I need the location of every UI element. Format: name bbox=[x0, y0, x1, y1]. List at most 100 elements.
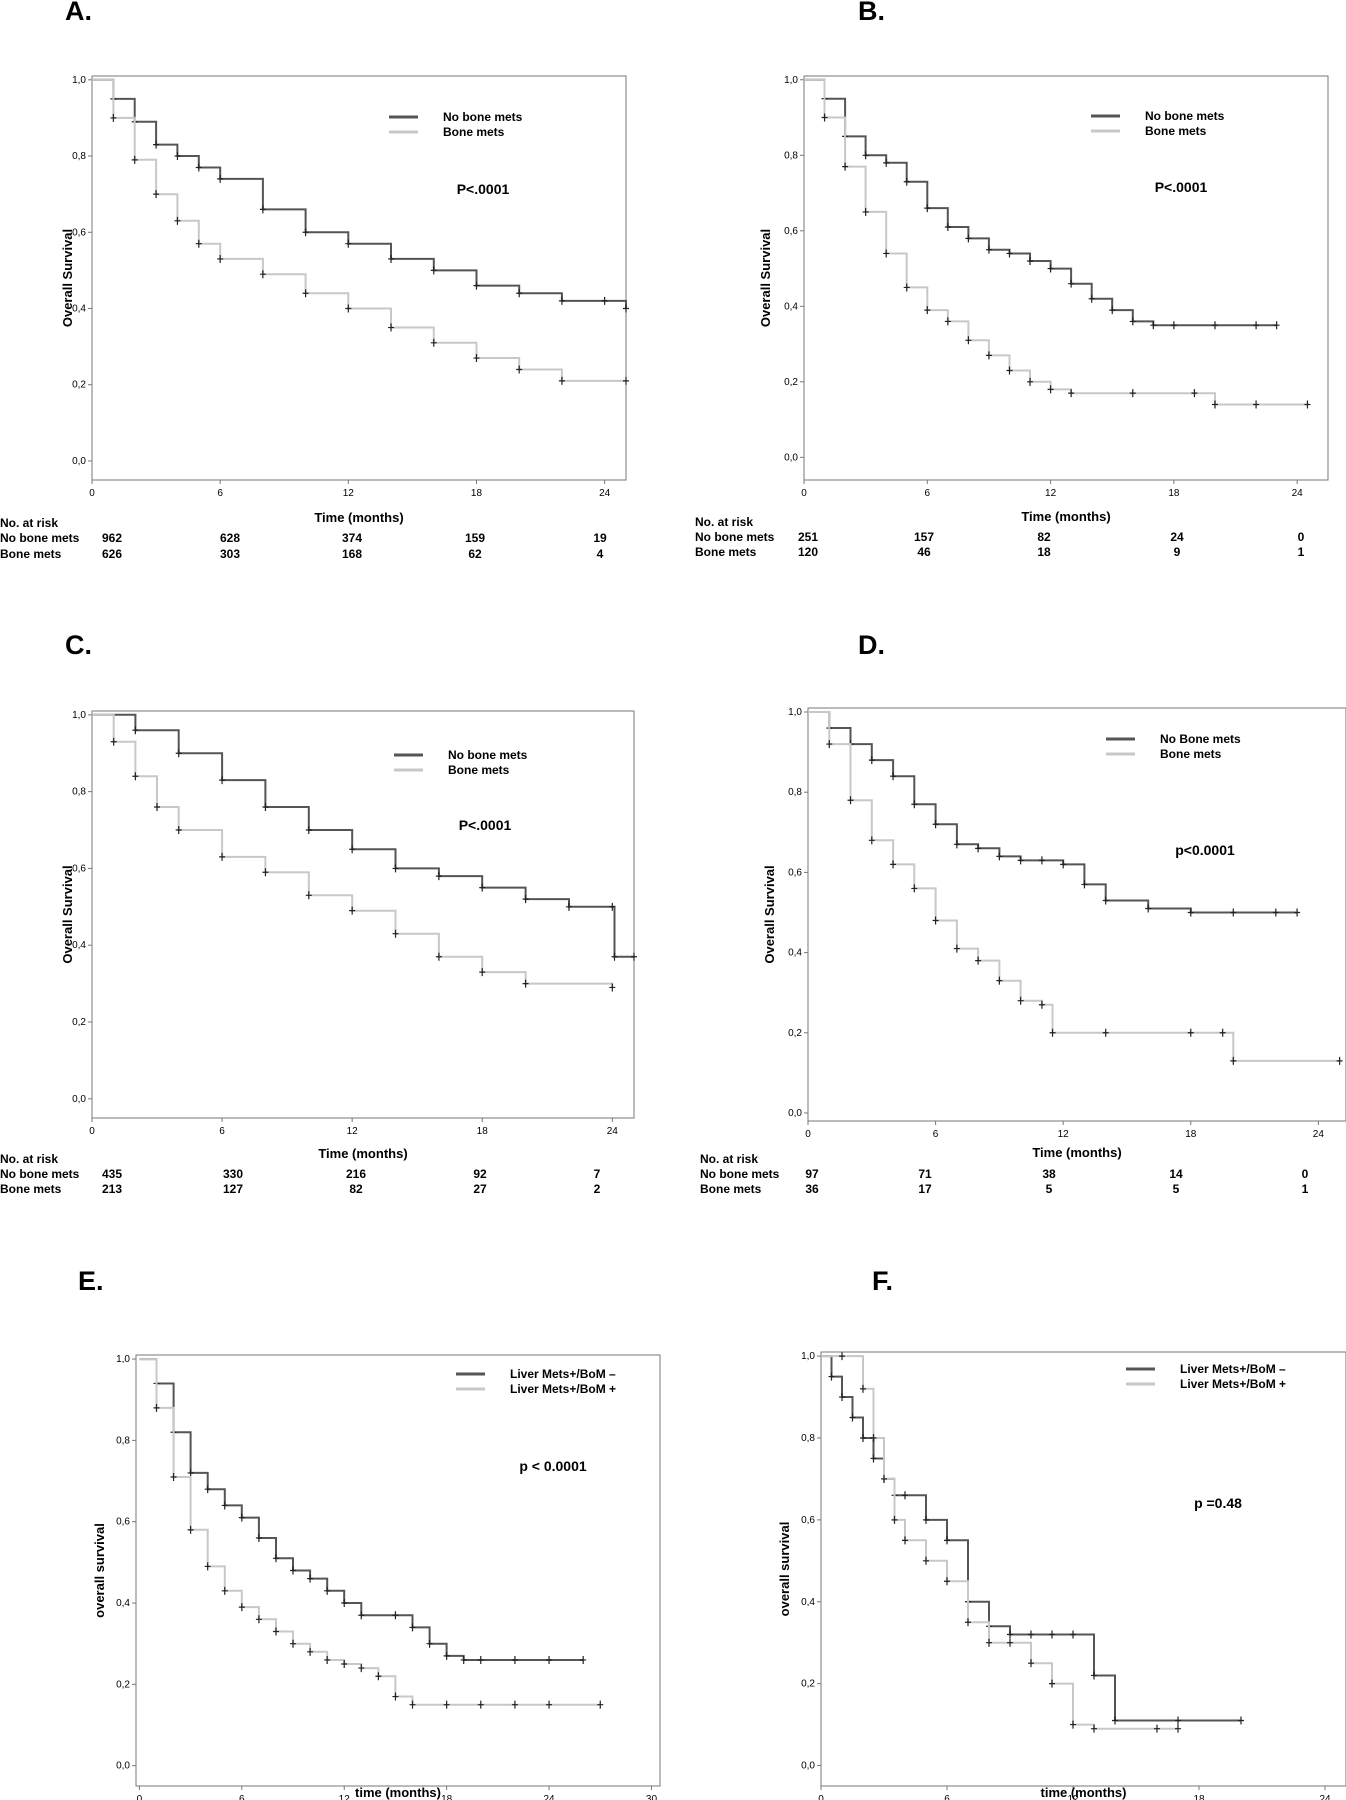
censor-mark bbox=[870, 1433, 877, 1442]
censor-mark bbox=[565, 902, 572, 911]
censor-mark bbox=[891, 1515, 898, 1524]
censor-mark bbox=[944, 317, 951, 326]
panel-letter: D. bbox=[858, 630, 885, 660]
censor-mark bbox=[345, 304, 352, 313]
censor-mark bbox=[1175, 1724, 1181, 1733]
risk-value: 435 bbox=[102, 1167, 122, 1181]
censor-mark bbox=[1230, 1056, 1237, 1065]
y-tick-label: 0,4 bbox=[788, 948, 802, 959]
y-tick-label: 0,6 bbox=[72, 227, 86, 238]
censor-mark bbox=[862, 151, 869, 160]
risk-value: 127 bbox=[223, 1182, 243, 1196]
censor-mark bbox=[1191, 389, 1198, 398]
y-tick-label: 0,0 bbox=[801, 1761, 815, 1772]
y-tick-label: 0,8 bbox=[72, 787, 86, 798]
censor-mark bbox=[953, 944, 960, 953]
censor-mark bbox=[1102, 1028, 1109, 1037]
risk-value: 628 bbox=[220, 531, 240, 545]
risk-value: 374 bbox=[342, 531, 362, 545]
censor-mark bbox=[1027, 257, 1034, 266]
legend-label: Liver Mets+/BoM + bbox=[1180, 1377, 1286, 1391]
censor-mark bbox=[132, 726, 139, 735]
censor-mark bbox=[862, 207, 869, 216]
risk-value: 71 bbox=[918, 1167, 932, 1181]
censor-mark bbox=[426, 1639, 433, 1648]
censor-mark bbox=[1049, 1028, 1056, 1037]
y-tick-label: 0,4 bbox=[801, 1597, 815, 1608]
risk-value: 18 bbox=[1037, 545, 1051, 559]
censor-mark bbox=[259, 205, 266, 214]
x-tick-label: 18 bbox=[477, 1126, 489, 1137]
censor-mark bbox=[175, 826, 182, 835]
series-line-bone-mets bbox=[92, 78, 626, 382]
risk-value: 62 bbox=[468, 547, 482, 561]
censor-mark bbox=[1230, 908, 1237, 917]
censor-mark bbox=[345, 239, 352, 248]
x-tick-label: 12 bbox=[347, 1126, 359, 1137]
p-value-annotation: p < 0.0001 bbox=[519, 1458, 587, 1474]
legend-label: Liver Mets+/BoM + bbox=[510, 1382, 616, 1396]
censor-mark bbox=[1109, 306, 1116, 315]
y-tick-label: 0,8 bbox=[784, 150, 798, 161]
censor-mark bbox=[1017, 856, 1024, 865]
censor-mark bbox=[479, 968, 486, 977]
y-axis-title: overall survival bbox=[92, 1523, 107, 1618]
y-tick-label: 0,2 bbox=[801, 1679, 815, 1690]
censor-mark bbox=[307, 1647, 314, 1656]
censor-mark bbox=[868, 756, 875, 765]
censor-mark bbox=[597, 1700, 604, 1709]
series-line-bone-mets bbox=[92, 713, 614, 988]
y-tick-label: 1,0 bbox=[801, 1351, 815, 1362]
censor-mark bbox=[546, 1700, 553, 1709]
x-tick-label: 12 bbox=[1058, 1129, 1070, 1140]
x-axis-title: time (months) bbox=[1041, 1785, 1127, 1800]
y-tick-label: 0,2 bbox=[72, 1017, 86, 1028]
y-tick-label: 0,4 bbox=[116, 1598, 130, 1609]
censor-mark bbox=[1175, 1716, 1181, 1725]
x-axis-title: Time (months) bbox=[318, 1146, 407, 1161]
censor-mark bbox=[217, 174, 224, 183]
risk-value: 303 bbox=[220, 547, 240, 561]
censor-mark bbox=[392, 1692, 399, 1701]
risk-value: 9 bbox=[1174, 545, 1181, 559]
legend-label: No bone mets bbox=[448, 748, 528, 762]
risk-value: 19 bbox=[593, 531, 607, 545]
censor-mark bbox=[262, 868, 269, 877]
censor-mark bbox=[1272, 908, 1279, 917]
risk-value: 626 bbox=[102, 547, 122, 561]
censor-mark bbox=[1091, 1724, 1097, 1733]
censor-mark bbox=[1049, 1630, 1055, 1639]
censor-mark bbox=[903, 283, 910, 292]
x-tick-label: 6 bbox=[219, 1126, 225, 1137]
censor-mark bbox=[996, 852, 1003, 861]
risk-table-header: No. at risk bbox=[0, 1152, 58, 1166]
censor-mark bbox=[631, 952, 637, 961]
censor-mark bbox=[358, 1664, 365, 1673]
censor-mark bbox=[1238, 1716, 1244, 1725]
panel-e: E. 0,0 0,2 0,4 0,6 0,8 1,0 0 6 12 18 24 30 time (mont… bbox=[78, 1266, 661, 1800]
risk-row-label: No bone mets bbox=[0, 1167, 80, 1181]
y-tick-label: 0,6 bbox=[788, 867, 802, 878]
x-tick-label: 0 bbox=[89, 488, 95, 499]
plot-frame bbox=[135, 1354, 661, 1787]
censor-mark bbox=[821, 113, 828, 122]
censor-mark bbox=[511, 1700, 518, 1709]
censor-mark bbox=[965, 234, 972, 243]
risk-value: 5 bbox=[1173, 1182, 1180, 1196]
censor-mark bbox=[924, 204, 931, 213]
x-tick-label: 18 bbox=[441, 1794, 453, 1800]
p-value-annotation: p =0.48 bbox=[1194, 1495, 1242, 1511]
x-tick-label: 24 bbox=[607, 1126, 619, 1137]
censor-mark bbox=[1112, 1716, 1118, 1725]
y-tick-label: 0,2 bbox=[784, 377, 798, 388]
censor-mark bbox=[986, 1638, 992, 1647]
risk-table-header: No. at risk bbox=[0, 516, 58, 530]
risk-value: 216 bbox=[346, 1167, 366, 1181]
censor-mark bbox=[883, 158, 890, 167]
censor-mark bbox=[460, 1655, 467, 1664]
censor-mark bbox=[153, 190, 160, 199]
censor-mark bbox=[1017, 996, 1024, 1005]
censor-mark bbox=[473, 281, 480, 290]
